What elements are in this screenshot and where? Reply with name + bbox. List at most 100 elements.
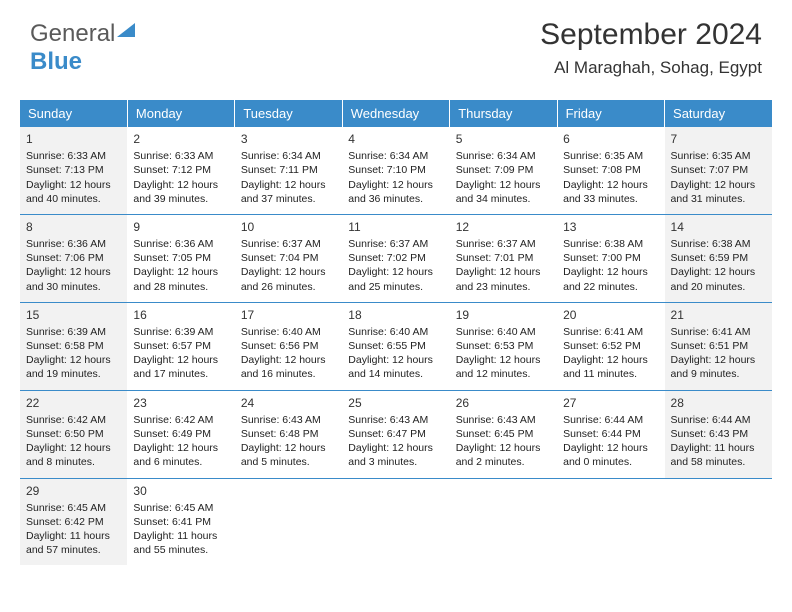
daylight-line2: and 14 minutes. — [348, 367, 443, 381]
daylight-line2: and 17 minutes. — [133, 367, 228, 381]
calendar-day-cell — [665, 478, 772, 565]
daylight-line1: Daylight: 12 hours — [133, 178, 228, 192]
sunrise-text: Sunrise: 6:37 AM — [348, 237, 443, 251]
calendar-day-cell: 17Sunrise: 6:40 AMSunset: 6:56 PMDayligh… — [235, 302, 342, 390]
daylight-line2: and 6 minutes. — [133, 455, 228, 469]
sunset-text: Sunset: 6:51 PM — [671, 339, 766, 353]
daylight-line2: and 55 minutes. — [133, 543, 228, 557]
daylight-line2: and 26 minutes. — [241, 280, 336, 294]
daylight-line1: Daylight: 12 hours — [671, 353, 766, 367]
sunset-text: Sunset: 7:10 PM — [348, 163, 443, 177]
sunset-text: Sunset: 6:49 PM — [133, 427, 228, 441]
day-number: 21 — [671, 307, 766, 323]
calendar-week-row: 22Sunrise: 6:42 AMSunset: 6:50 PMDayligh… — [20, 390, 772, 478]
sunrise-text: Sunrise: 6:45 AM — [133, 501, 228, 515]
calendar-body: 1Sunrise: 6:33 AMSunset: 7:13 PMDaylight… — [20, 127, 772, 565]
daylight-line1: Daylight: 12 hours — [26, 353, 121, 367]
day-header: Sunday — [20, 100, 127, 127]
sunset-text: Sunset: 7:02 PM — [348, 251, 443, 265]
sunrise-text: Sunrise: 6:35 AM — [671, 149, 766, 163]
calendar-day-cell: 5Sunrise: 6:34 AMSunset: 7:09 PMDaylight… — [450, 127, 557, 214]
sunset-text: Sunset: 6:52 PM — [563, 339, 658, 353]
calendar-day-cell: 23Sunrise: 6:42 AMSunset: 6:49 PMDayligh… — [127, 390, 234, 478]
day-number: 6 — [563, 131, 658, 147]
daylight-line2: and 25 minutes. — [348, 280, 443, 294]
sunset-text: Sunset: 6:50 PM — [26, 427, 121, 441]
day-number: 27 — [563, 395, 658, 411]
calendar-day-cell: 20Sunrise: 6:41 AMSunset: 6:52 PMDayligh… — [557, 302, 664, 390]
daylight-line2: and 34 minutes. — [456, 192, 551, 206]
sunset-text: Sunset: 6:57 PM — [133, 339, 228, 353]
location-subtitle: Al Maraghah, Sohag, Egypt — [540, 58, 762, 78]
daylight-line2: and 22 minutes. — [563, 280, 658, 294]
sunset-text: Sunset: 7:08 PM — [563, 163, 658, 177]
sunrise-text: Sunrise: 6:43 AM — [241, 413, 336, 427]
daylight-line2: and 58 minutes. — [671, 455, 766, 469]
calendar-day-cell: 4Sunrise: 6:34 AMSunset: 7:10 PMDaylight… — [342, 127, 449, 214]
calendar-day-cell: 21 Sunrise: 6:41 AMSunset: 6:51 PMDayligh… — [665, 302, 772, 390]
day-number: 14 — [671, 219, 766, 235]
sunset-text: Sunset: 7:09 PM — [456, 163, 551, 177]
calendar-day-cell: 22Sunrise: 6:42 AMSunset: 6:50 PMDayligh… — [20, 390, 127, 478]
sunset-text: Sunset: 7:01 PM — [456, 251, 551, 265]
daylight-line1: Daylight: 12 hours — [671, 265, 766, 279]
day-header: Saturday — [665, 100, 772, 127]
sunset-text: Sunset: 6:53 PM — [456, 339, 551, 353]
daylight-line2: and 5 minutes. — [241, 455, 336, 469]
sunrise-text: Sunrise: 6:39 AM — [26, 325, 121, 339]
daylight-line1: Daylight: 11 hours — [133, 529, 228, 543]
daylight-line1: Daylight: 12 hours — [456, 178, 551, 192]
daylight-line2: and 30 minutes. — [26, 280, 121, 294]
day-number: 7 — [671, 131, 766, 147]
sunset-text: Sunset: 6:47 PM — [348, 427, 443, 441]
daylight-line2: and 33 minutes. — [563, 192, 658, 206]
daylight-line1: Daylight: 12 hours — [241, 265, 336, 279]
day-header: Wednesday — [342, 100, 449, 127]
day-header-row: SundayMondayTuesdayWednesdayThursdayFrid… — [20, 100, 772, 127]
day-number: 16 — [133, 307, 228, 323]
brand-triangle-icon — [117, 23, 135, 37]
daylight-line1: Daylight: 12 hours — [563, 265, 658, 279]
calendar-day-cell: 30Sunrise: 6:45 AMSunset: 6:41 PMDayligh… — [127, 478, 234, 565]
daylight-line1: Daylight: 12 hours — [456, 353, 551, 367]
day-number: 26 — [456, 395, 551, 411]
daylight-line2: and 0 minutes. — [563, 455, 658, 469]
sunrise-text: Sunrise: 6:35 AM — [563, 149, 658, 163]
sunset-text: Sunset: 6:44 PM — [563, 427, 658, 441]
calendar-day-cell: 24Sunrise: 6:43 AMSunset: 6:48 PMDayligh… — [235, 390, 342, 478]
daylight-line1: Daylight: 12 hours — [26, 441, 121, 455]
calendar-day-cell: 3Sunrise: 6:34 AMSunset: 7:11 PMDaylight… — [235, 127, 342, 214]
daylight-line2: and 16 minutes. — [241, 367, 336, 381]
calendar-day-cell: 6Sunrise: 6:35 AMSunset: 7:08 PMDaylight… — [557, 127, 664, 214]
sunset-text: Sunset: 6:55 PM — [348, 339, 443, 353]
sunrise-text: Sunrise: 6:42 AM — [133, 413, 228, 427]
day-number: 3 — [241, 131, 336, 147]
sunrise-text: Sunrise: 6:34 AM — [241, 149, 336, 163]
sunrise-text: Sunrise: 6:40 AM — [241, 325, 336, 339]
day-number: 20 — [563, 307, 658, 323]
calendar-day-cell: 9Sunrise: 6:36 AMSunset: 7:05 PMDaylight… — [127, 214, 234, 302]
calendar-day-cell: 26Sunrise: 6:43 AMSunset: 6:45 PMDayligh… — [450, 390, 557, 478]
day-number: 15 — [26, 307, 121, 323]
sunrise-text: Sunrise: 6:45 AM — [26, 501, 121, 515]
sunrise-text: Sunrise: 6:41 AM — [671, 325, 766, 339]
month-title: September 2024 — [540, 18, 762, 52]
calendar-day-cell — [342, 478, 449, 565]
sunrise-text: Sunrise: 6:40 AM — [348, 325, 443, 339]
daylight-line1: Daylight: 12 hours — [563, 441, 658, 455]
sunset-text: Sunset: 6:45 PM — [456, 427, 551, 441]
sunset-text: Sunset: 7:12 PM — [133, 163, 228, 177]
calendar-day-cell — [557, 478, 664, 565]
sunset-text: Sunset: 7:00 PM — [563, 251, 658, 265]
calendar-day-cell: 8Sunrise: 6:36 AMSunset: 7:06 PMDaylight… — [20, 214, 127, 302]
brand-part1: General — [30, 20, 115, 47]
day-number: 19 — [456, 307, 551, 323]
daylight-line1: Daylight: 12 hours — [348, 265, 443, 279]
calendar-table: SundayMondayTuesdayWednesdayThursdayFrid… — [20, 100, 772, 565]
day-header: Thursday — [450, 100, 557, 127]
day-number: 22 — [26, 395, 121, 411]
calendar-day-cell: 11Sunrise: 6:37 AMSunset: 7:02 PMDayligh… — [342, 214, 449, 302]
daylight-line1: Daylight: 11 hours — [671, 441, 766, 455]
day-number: 5 — [456, 131, 551, 147]
daylight-line2: and 8 minutes. — [26, 455, 121, 469]
